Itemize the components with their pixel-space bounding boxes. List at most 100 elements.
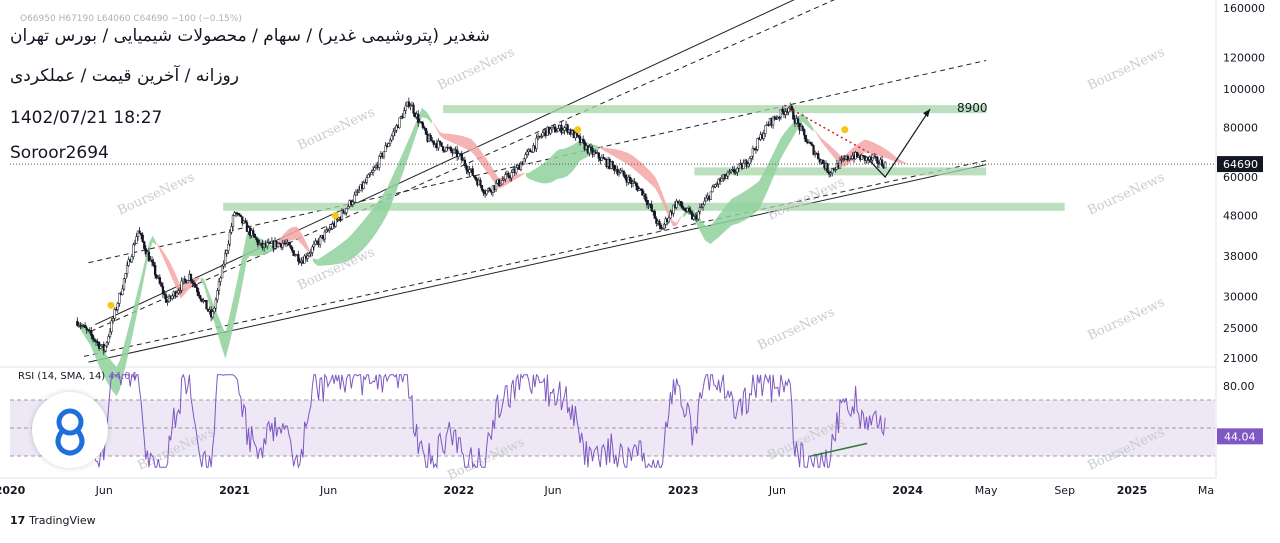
time-tick-label: Jun [768,484,786,497]
candle-body [862,154,865,157]
candle-body [186,280,189,284]
candle-body [392,131,395,137]
watermark-text: BourseNews [115,170,197,219]
candle-body [83,324,87,328]
candle-body [871,157,874,161]
candle-body [135,236,138,244]
candle-body [855,152,859,158]
candle-body [403,110,406,119]
price-tick-label: 30000 [1223,291,1258,304]
candle-body [160,283,163,287]
chart-subtitle: روزانه / آخرین قیمت / عملکردی [10,66,239,86]
candle-body [502,178,505,181]
candle-body [373,167,376,171]
time-tick-label: 2020 [0,484,26,497]
candle-body [697,211,700,220]
candle-body [703,200,706,205]
candle-body [812,145,815,155]
candle-body [94,340,98,343]
candle-body [588,146,591,154]
timestamp: 1402/07/21 18:27 [10,108,163,128]
candle-body [404,105,407,111]
candle-body [130,256,133,263]
watermark-text: BourseNews [295,105,377,154]
candle-body [292,250,295,256]
candle-body [152,261,155,266]
signal-marker-1 [331,212,339,220]
candle-body [591,148,594,155]
time-tick-label: May [975,484,998,497]
candle-body [717,178,720,185]
candle-body [687,208,691,211]
price-tick-label: 80000 [1223,121,1258,134]
candle-body [756,138,759,150]
candle-body [764,125,767,135]
candle-body [455,149,459,158]
candle-body [334,218,337,227]
channel-mid-dashed [88,59,987,264]
candle-body [634,182,638,187]
candle-body [522,158,526,165]
candle-body [600,157,604,161]
candle-body [628,176,632,181]
candle-body [655,218,658,224]
candle-body [384,145,387,152]
watermark-text: BourseNews [755,305,837,354]
candle-body [163,293,166,296]
candle-body [347,206,350,210]
candle-body [726,171,730,177]
candle-body [199,295,202,300]
candle-body [510,172,513,179]
candle-body [715,183,719,185]
price-tick-label: 120000 [1223,52,1265,65]
tradingview-logo[interactable]: 17 TradingView [10,514,96,527]
candle-body [191,280,194,284]
candle-body [729,169,733,173]
candle-body [178,289,182,292]
candle-body [441,146,445,151]
tradingview-name: TradingView [29,514,96,527]
candle-body [390,135,393,141]
candle-body [849,158,853,160]
candle-body [171,295,174,299]
candle-body [526,151,529,155]
candle-body [309,252,312,254]
candle-body [153,265,157,276]
candle-body [323,231,326,240]
candle-body [705,197,708,202]
candle-body [597,152,600,159]
signal-marker-3 [841,126,849,134]
price-tick-label: 21000 [1223,352,1258,365]
candle-body [105,342,109,347]
ichimoku-cloud-5 [431,120,527,189]
candle-body [624,174,627,179]
candle-body [222,263,225,267]
projection-path [866,108,931,179]
candle-body [648,203,652,206]
candle-body [515,167,518,174]
candle-body [698,207,702,213]
candle-body [736,168,739,173]
candle-body [482,189,485,194]
candle-body [227,243,230,251]
candle-body [504,174,507,180]
candle-body [343,212,347,214]
rsi-legend[interactable]: RSI (14, SMA, 14) 44.04 [18,371,137,382]
candle-body [231,215,235,227]
candle-body [155,274,158,278]
candle-body [555,130,558,133]
candle-body [662,224,666,229]
channel-lower-solid [88,164,987,363]
candle-body [554,126,557,133]
candle-body [468,169,471,173]
candle-body [354,191,358,196]
candle-body [633,181,636,184]
candle-body [121,288,124,295]
watermark-text: BourseNews [1085,295,1167,344]
candle-body [709,191,712,200]
candle-body [826,163,829,173]
candle-body [409,105,412,107]
candle-body [133,243,137,245]
candle-body [846,155,849,161]
